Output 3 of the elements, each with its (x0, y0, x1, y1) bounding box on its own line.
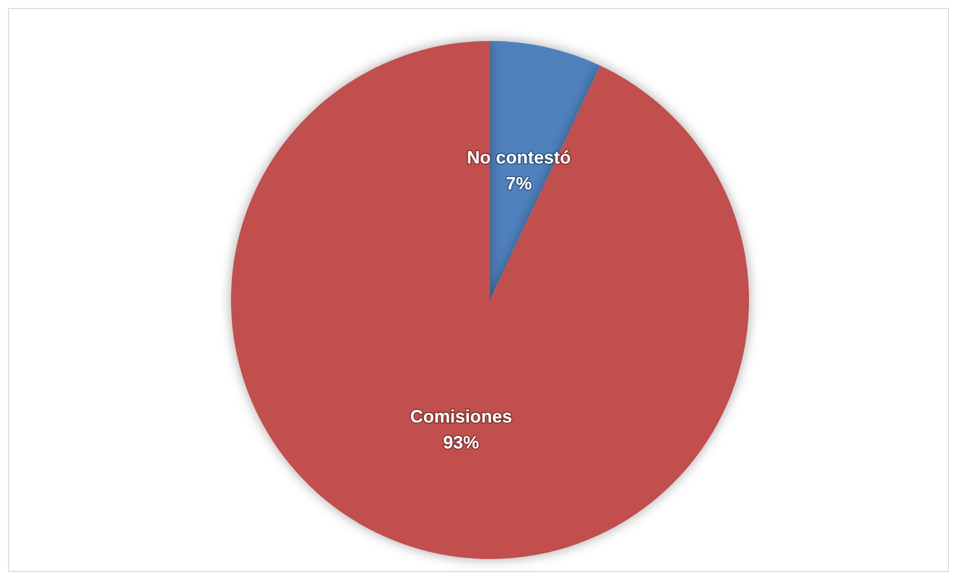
slice-label: Comisiones (410, 406, 512, 426)
data-label: 7% (506, 174, 532, 194)
data-label: 93% (443, 432, 480, 452)
